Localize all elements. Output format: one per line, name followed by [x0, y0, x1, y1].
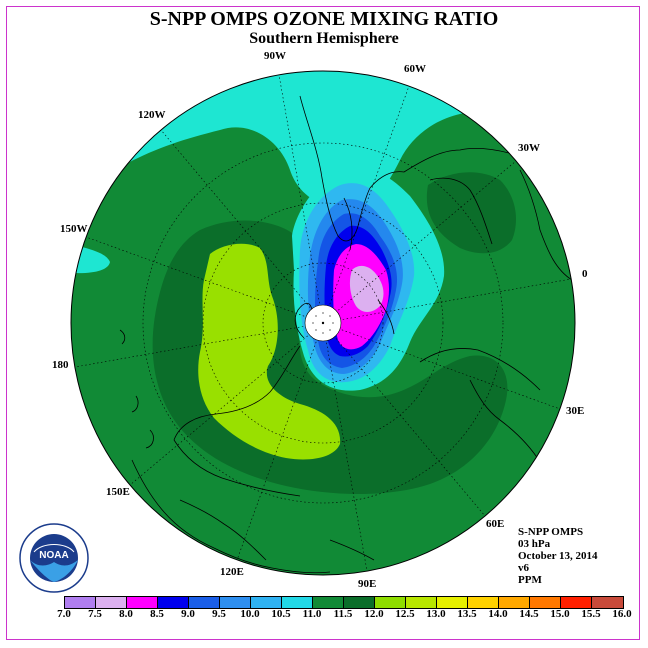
lon-label-30w: 30W: [518, 142, 540, 154]
colorbar-swatch: [220, 597, 251, 608]
colorbar-tick-label: 14.0: [488, 608, 508, 620]
map-disk-outline: [70, 70, 576, 576]
colorbar-tick-label: 7.5: [88, 608, 102, 620]
colorbar-swatch: [375, 597, 406, 608]
colorbar-tick-label: 13.5: [457, 608, 477, 620]
info-version: v6: [518, 562, 529, 574]
colorbar-swatch: [561, 597, 592, 608]
lon-label-90e: 90E: [358, 578, 377, 590]
colorbar-tick-label: 15.0: [550, 608, 570, 620]
colorbar-swatch: [65, 597, 96, 608]
colorbar-tick-label: 10.0: [240, 608, 260, 620]
colorbar-swatch: [530, 597, 561, 608]
colorbar-tick-label: 11.0: [302, 608, 322, 620]
colorbar-swatch: [127, 597, 158, 608]
graticule: [74, 74, 572, 572]
colorbar-tick-label: 12.5: [395, 608, 415, 620]
colorbar-tick-label: 10.5: [271, 608, 291, 620]
field-lime: [198, 243, 341, 460]
lon-label-120e: 120E: [220, 566, 244, 578]
colorbar-swatch: [499, 597, 530, 608]
colorbar-tick-label: 8.0: [119, 608, 133, 620]
colorbar-tick-label: 16.0: [612, 608, 632, 620]
lon-label-30e: 30E: [566, 405, 585, 417]
colorbar-swatch: [406, 597, 437, 608]
colorbar-labels: 7.0 7.5 8.0 8.5 9.0 9.5 10.0 10.5 11.0 11.5 12.0 12…: [48, 608, 632, 622]
lon-label-120w: 120W: [138, 109, 166, 121]
field-darkgreen-ne: [426, 172, 516, 254]
lon-label-150w: 150W: [60, 223, 88, 235]
lon-label-0: 0: [582, 268, 588, 280]
colorbar-swatch: [437, 597, 468, 608]
colorbar-tick-label: 13.0: [426, 608, 446, 620]
colorbar-swatch: [251, 597, 282, 608]
lon-label-180: 180: [52, 359, 69, 371]
info-product: S-NPP OMPS: [518, 526, 584, 538]
colorbar-tick-label: 8.5: [150, 608, 164, 620]
colorbar-swatch: [189, 597, 220, 608]
info-level: 03 hPa: [518, 538, 551, 550]
colorbar-tick-label: 15.5: [581, 608, 601, 620]
colorbar-swatch: [592, 597, 623, 608]
lon-label-60e: 60E: [486, 518, 505, 530]
colorbar-swatch: [313, 597, 344, 608]
colorbar-tick-label: 9.5: [212, 608, 226, 620]
colorbar-tick-label: 11.5: [333, 608, 353, 620]
info-date: October 13, 2014: [518, 550, 598, 562]
colorbar-tick-label: 14.5: [519, 608, 539, 620]
colorbar-swatch: [468, 597, 499, 608]
colorbar-swatch: [158, 597, 189, 608]
field-lavender: [349, 265, 384, 312]
polar-hole-dots: [312, 312, 334, 334]
colorbar-swatch: [282, 597, 313, 608]
colorbar: [64, 596, 624, 609]
colorbar-swatch: [344, 597, 375, 608]
coastlines: [119, 95, 573, 574]
colorbar-tick-label: 9.0: [181, 608, 195, 620]
lon-label-60w: 60W: [404, 63, 426, 75]
product-info: S-NPP OMPS 03 hPa October 13, 2014 v6 PP…: [518, 526, 598, 586]
colorbar-swatch: [96, 597, 127, 608]
noaa-logo: NOAA: [19, 523, 89, 593]
colorbar-tick-label: 7.0: [57, 608, 71, 620]
map-subtitle: Southern Hemisphere: [249, 30, 399, 47]
map-title: S-NPP OMPS OZONE MIXING RATIO: [149, 8, 499, 30]
lon-label-150e: 150E: [106, 486, 130, 498]
lon-label-90w: 90W: [264, 50, 286, 62]
plot-frame: [6, 6, 640, 640]
colorbar-tick-label: 12.0: [364, 608, 384, 620]
noaa-logo-text: NOAA: [39, 550, 68, 561]
info-unit: PPM: [518, 574, 542, 586]
